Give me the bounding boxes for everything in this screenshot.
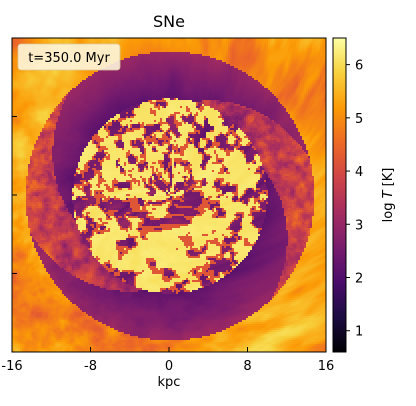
chart-title: SNe — [153, 12, 185, 31]
x-tick-label: 8 — [243, 359, 251, 374]
x-tick-label: -16 — [1, 359, 22, 374]
y-axis-ticks — [12, 37, 17, 353]
time-annotation: t=350.0 Myr — [17, 43, 121, 71]
heatmap-image — [12, 38, 326, 352]
colorbar-label: log T [K] — [381, 168, 396, 223]
colorbar-tick-label: 2 — [355, 271, 363, 286]
colorbar-ticks: 1 2 3 4 5 6 — [346, 59, 363, 340]
colorbar-tick-label: 6 — [355, 59, 363, 74]
colorbar-tick-label: 4 — [355, 165, 363, 180]
x-tick-label: 0 — [165, 359, 173, 374]
colorbar-tick-label: 3 — [355, 218, 363, 233]
colorbar-tick-label: 5 — [355, 112, 363, 127]
colorbar — [332, 37, 347, 353]
time-annotation-text: t=350.0 Myr — [28, 51, 110, 66]
x-axis-label: kpc — [158, 375, 181, 390]
colorbar-tick-label: 1 — [355, 325, 363, 340]
x-tick-label: 16 — [318, 359, 335, 374]
x-tick-label: -8 — [84, 359, 97, 374]
x-axis: -16 -8 0 8 16 — [1, 347, 334, 374]
